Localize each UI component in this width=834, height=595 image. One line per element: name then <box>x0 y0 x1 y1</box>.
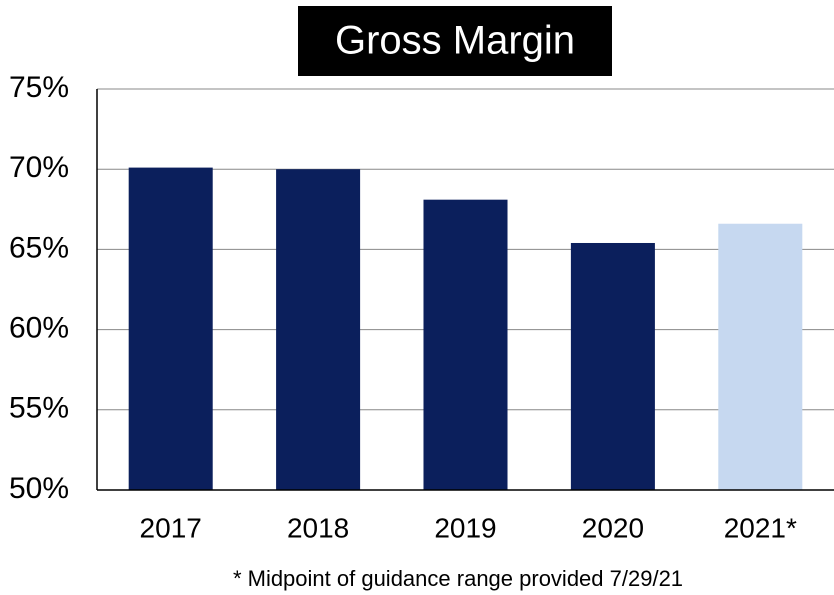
y-tick-label: 65% <box>9 231 69 264</box>
bar <box>718 223 803 490</box>
bar <box>276 169 361 490</box>
x-tick-label: 2019 <box>434 512 496 543</box>
y-tick-label: 50% <box>9 472 69 505</box>
title-box <box>298 6 612 76</box>
x-tick-label: 2020 <box>582 512 644 543</box>
y-tick-label: 55% <box>9 392 69 425</box>
y-tick-label: 75% <box>9 71 69 104</box>
bar <box>423 199 508 490</box>
y-tick-label: 60% <box>9 312 69 345</box>
bar <box>128 167 213 490</box>
x-tick-label: 2017 <box>140 512 202 543</box>
chart-title: Gross Margin <box>335 19 575 63</box>
bar <box>570 242 655 490</box>
footnote: * Midpoint of guidance range provided 7/… <box>233 566 683 591</box>
x-tick-label: 2018 <box>287 512 349 543</box>
x-tick-label: 2021* <box>724 512 797 543</box>
y-tick-label: 70% <box>9 151 69 184</box>
